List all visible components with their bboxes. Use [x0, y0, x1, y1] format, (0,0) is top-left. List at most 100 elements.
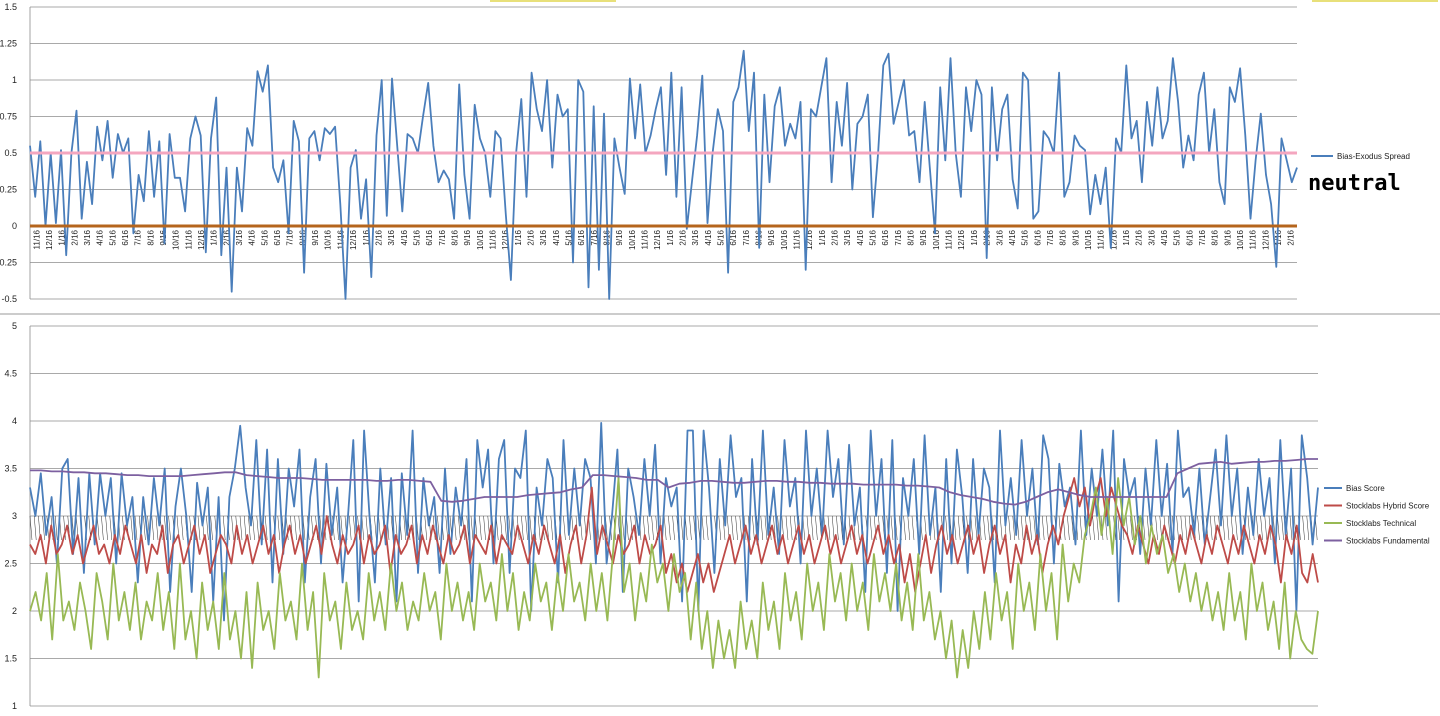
x-tick-label: 4/16 [1160, 229, 1169, 245]
x-tick-mark [365, 515, 369, 541]
x-tick-mark [445, 515, 449, 541]
x-tick-label: 3/16 [691, 229, 700, 245]
x-tick-mark [180, 515, 184, 541]
x-tick-label: 1/16 [58, 229, 67, 245]
x-tick-label: 1/16 [666, 229, 675, 245]
x-tick-mark [521, 515, 524, 541]
x-tick-label: 5/16 [564, 229, 573, 245]
x-tick-mark [1281, 515, 1284, 541]
x-tick-label: 9/16 [311, 229, 320, 245]
x-tick-mark [374, 515, 377, 541]
x-tick-label: 11/16 [793, 229, 802, 249]
x-tick-label: 8/16 [907, 229, 916, 245]
x-tick-label: 4/16 [1008, 229, 1017, 245]
x-tick-label: 6/16 [425, 229, 434, 245]
x-tick-label: 7/16 [894, 229, 903, 245]
x-tick-mark [731, 515, 734, 541]
x-tick-mark [840, 515, 843, 541]
x-tick-mark [1096, 515, 1100, 541]
x-tick-mark [470, 515, 474, 541]
x-tick-label: 9/16 [1223, 229, 1232, 245]
x-tick-mark [395, 515, 398, 541]
x-tick-mark [680, 515, 684, 541]
x-tick-mark [827, 515, 831, 541]
x-tick-label: 9/16 [919, 229, 928, 245]
x-tick-label: 4/16 [248, 229, 257, 245]
x-tick-label: 12/16 [501, 229, 510, 250]
x-tick-label: 11/16 [945, 229, 954, 249]
x-tick-label: 3/16 [843, 229, 852, 245]
legend-entry: Bias-Exodus Spread [1337, 152, 1410, 161]
chart-bias-stocklabs-scores: 1 1.5 2 2.5 3 3.5 4 4.5 5 Bias Score Stocklabs Hy… [4, 321, 1429, 711]
x-tick-mark [1180, 515, 1184, 541]
x-tick-mark [264, 515, 268, 541]
x-tick-label: 4/16 [856, 229, 865, 245]
x-tick-mark [1235, 515, 1238, 541]
x-tick-label: 7/16 [742, 229, 751, 245]
x-tick-label: 4/16 [704, 229, 713, 245]
x-tick-mark [294, 515, 297, 541]
x-tick-mark [155, 515, 159, 541]
x-tick-label: 3/16 [995, 229, 1004, 245]
x-tick-mark [164, 515, 167, 541]
x-tick-mark [483, 515, 486, 541]
x-tick-label: 10/16 [476, 229, 485, 250]
x-tick-mark [1289, 515, 1293, 541]
x-tick-label: 9/16 [767, 229, 776, 245]
x-tick-mark [1306, 515, 1310, 541]
x-tick-label: 11/16 [488, 229, 497, 249]
x-tick-mark [474, 515, 478, 541]
x-tick-mark [256, 515, 260, 541]
x-tick-mark [378, 515, 381, 541]
header-mark-right [1312, 0, 1438, 2]
y-tick-label: -0.25 [0, 258, 17, 268]
x-tick-mark [504, 515, 507, 541]
legend-entry: Stocklabs Technical [1346, 519, 1416, 528]
x-tick-label: 5/16 [260, 229, 269, 245]
x-tick-mark [231, 515, 234, 541]
x-tick-label: 10/16 [172, 229, 181, 250]
x-tick-label: 7/16 [438, 229, 447, 245]
x-tick-label: 2/16 [526, 229, 535, 245]
y-tick-label: 1.5 [4, 2, 17, 12]
x-tick-mark [1302, 515, 1305, 541]
x-tick-mark [722, 515, 726, 541]
series-line [29, 421, 1319, 622]
x-tick-label: 2/16 [374, 229, 383, 245]
x-tick-label: 2/16 [1135, 229, 1144, 245]
series-line [29, 477, 1319, 679]
x-tick-mark [987, 515, 990, 541]
x-tick-label: 12/16 [197, 229, 206, 250]
x-tick-mark [1041, 515, 1045, 541]
y-tick-label: 2.5 [4, 559, 17, 569]
x-tick-mark [1146, 515, 1150, 541]
x-tick-label: 3/16 [539, 229, 548, 245]
x-tick-mark [54, 515, 58, 541]
x-tick-mark [689, 515, 692, 541]
x-tick-label: 4/16 [552, 229, 561, 245]
x-tick-mark [1020, 515, 1024, 541]
x-tick-label: 3/16 [235, 229, 244, 245]
y-tick-label: 1 [12, 75, 17, 85]
x-tick-label: 6/16 [1033, 229, 1042, 245]
x-tick-mark [735, 515, 738, 541]
x-tick-label: 8/16 [1059, 229, 1068, 245]
x-tick-mark [836, 515, 839, 541]
top-plot-area [29, 49, 1298, 300]
x-tick-mark [1209, 515, 1213, 541]
x-tick-label: 11/16 [1097, 229, 1106, 249]
x-tick-mark [890, 515, 894, 541]
x-tick-label: 7/16 [1046, 229, 1055, 245]
y-tick-label: 4 [12, 416, 17, 426]
x-tick-label: 4/16 [400, 229, 409, 245]
x-tick-mark [206, 515, 209, 541]
x-tick-label: 10/16 [324, 229, 333, 250]
x-tick-mark [466, 515, 470, 541]
x-tick-mark [1167, 515, 1171, 541]
x-tick-label: 12/16 [805, 229, 814, 250]
x-tick-mark [668, 515, 671, 541]
x-tick-label: 10/16 [1236, 229, 1245, 250]
x-tick-label: 10/16 [932, 229, 941, 250]
x-tick-label: 10/16 [780, 229, 789, 250]
